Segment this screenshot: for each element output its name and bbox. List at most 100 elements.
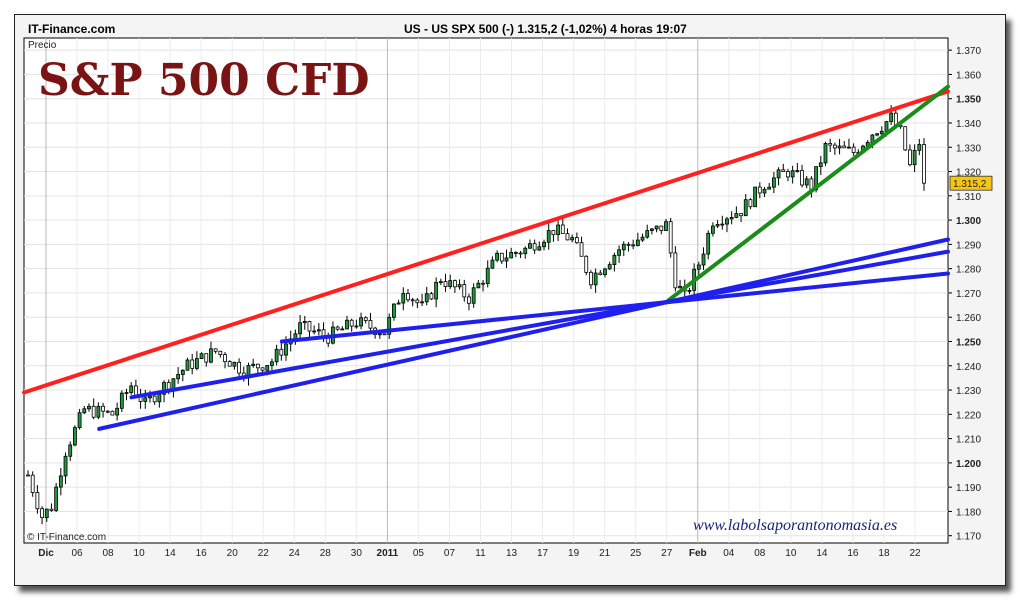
candle-body [218, 350, 223, 356]
x-tick-label: Dic [38, 548, 54, 559]
candle-body [654, 225, 659, 230]
x-tick-label: 06 [71, 548, 83, 559]
x-tick-label: 13 [506, 548, 518, 559]
x-tick-label: 22 [258, 548, 270, 559]
x-axis: Dic 06 08 10 14 16 20 22 24 28 30 2011 05 07 11 13 17 19 2… [38, 548, 921, 559]
y-tick-label: 1.200 [956, 459, 981, 470]
candle-body [274, 348, 279, 363]
candle-body [912, 149, 917, 166]
candle-body [720, 223, 725, 226]
y-tick-label: 1.210 [956, 435, 981, 446]
candle-body [438, 281, 443, 284]
candle-body [748, 199, 753, 208]
candle-body [452, 280, 457, 288]
candle-body [82, 408, 87, 414]
candle-body [129, 385, 134, 393]
candle-body [396, 302, 401, 305]
candle-body [523, 247, 528, 255]
x-tick-label: 25 [630, 548, 642, 559]
y-tick-label: 1.250 [956, 337, 981, 348]
candle-body [757, 186, 762, 194]
candle-body [190, 359, 195, 369]
chart-header: IT-Finance.com US - US SPX 500 (-) 1.315… [26, 22, 1006, 38]
candle-body [26, 474, 30, 477]
candle-body [457, 284, 462, 288]
candle-body [443, 281, 448, 287]
x-tick-label: 27 [661, 548, 673, 559]
x-tick-label: 10 [785, 548, 797, 559]
x-tick-label: 20 [227, 548, 239, 559]
candle-body [837, 145, 842, 149]
candle-body [668, 221, 673, 254]
trendline-support-2 [129, 249, 950, 400]
candle-body [621, 243, 626, 251]
candle-body [434, 281, 439, 300]
y-tick-label: 1.300 [956, 216, 981, 227]
candle-body [115, 407, 120, 416]
candle-body [635, 239, 640, 246]
candle-body [743, 199, 748, 217]
x-tick-label: 05 [413, 548, 425, 559]
candle-body [467, 296, 471, 304]
y-tick-label: 1.280 [956, 265, 981, 276]
candle-body [49, 508, 54, 511]
candle-body [105, 410, 110, 413]
candle-body [227, 361, 232, 367]
y-tick-label: 1.190 [956, 483, 981, 494]
candle-body [551, 230, 556, 236]
candle-body [603, 268, 607, 276]
y-tick-label: 1.320 [956, 168, 981, 179]
candle-body [157, 393, 162, 403]
x-tick-label: 22 [909, 548, 921, 559]
candle-body [528, 243, 532, 249]
candle-body [659, 225, 664, 231]
x-tick-label: 14 [165, 548, 177, 559]
candle-body [251, 363, 256, 366]
candle-body [626, 243, 631, 246]
candle-body [392, 303, 396, 318]
quote-summary: US - US SPX 500 (-) 1.315,2 (-1,02%) 4 h… [404, 22, 687, 36]
y-tick-label: 1.330 [956, 143, 981, 154]
candle-body [598, 272, 603, 276]
candle-body [790, 170, 795, 178]
x-tick-label: 11 [475, 548, 486, 559]
y-axis-label: Precio [28, 40, 57, 51]
y-tick-label: 1.370 [956, 46, 981, 57]
y-tick-label: 1.170 [956, 532, 981, 543]
candle-body [762, 188, 767, 194]
candle-body [518, 252, 523, 255]
copyright: © IT-Finance.com [27, 532, 106, 543]
candle-body [96, 405, 101, 418]
x-tick-label: 21 [599, 548, 611, 559]
candle-body [133, 385, 138, 396]
candle-body [232, 361, 237, 367]
y-tick-label: 1.290 [956, 240, 981, 251]
candle-body [448, 280, 453, 287]
trendlines [22, 84, 950, 431]
candle-body [73, 427, 77, 446]
candle-body [513, 252, 518, 254]
candle-body [101, 405, 105, 412]
candle-body [687, 290, 692, 292]
last-price-label: 1.315,2 [953, 179, 987, 190]
x-tick-label: 28 [320, 548, 332, 559]
candle-body [377, 333, 382, 336]
candle-body [776, 169, 781, 179]
candle-body [77, 412, 82, 428]
candle-body [570, 237, 575, 241]
candle-body [30, 474, 35, 493]
candle-body [302, 320, 307, 324]
x-tick-label: 08 [754, 548, 766, 559]
candle-body [335, 326, 340, 330]
y-tick-label: 1.310 [956, 192, 981, 203]
x-tick-label: 24 [289, 548, 301, 559]
candle-body [786, 171, 790, 178]
y-tick-label: 1.220 [956, 410, 981, 421]
candle-body [354, 325, 359, 328]
plot-area [23, 37, 949, 544]
candle-body [307, 320, 312, 332]
candle-body [180, 369, 185, 375]
candle-body [560, 224, 565, 235]
candle-body [110, 410, 115, 416]
candle-body [481, 282, 485, 285]
